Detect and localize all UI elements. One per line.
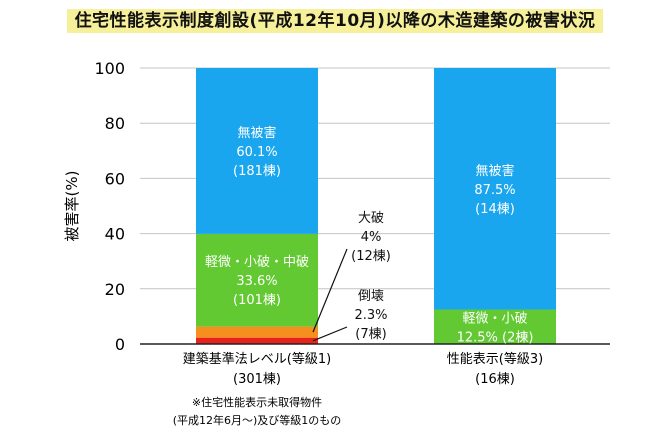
bar-segment — [196, 68, 318, 234]
footnote: ※住宅性能表示未取得物件 — [192, 395, 322, 409]
callout-leader-line — [312, 248, 348, 333]
bar-data-label: 無被害 — [475, 163, 514, 179]
bar-data-label: 12.5% (2棟) — [457, 330, 534, 345]
y-tick-label: 20 — [105, 280, 125, 299]
bars — [196, 68, 556, 344]
callout-label: 大破 — [358, 211, 384, 226]
bar-segment — [196, 337, 318, 344]
y-tick-label: 40 — [105, 225, 125, 244]
x-category-label: 性能表示(等級3) — [447, 351, 543, 367]
x-category-label: 建築基準法レベル(等級1) — [183, 351, 331, 367]
callout-label: 2.3% — [354, 308, 387, 323]
chart-title-text: 住宅性能表示制度創設(平成12年10月)以降の木造建築の被害状況 — [66, 9, 604, 33]
bar-data-label: 60.1% — [236, 145, 277, 160]
axes: 0 20 40 60 80 100 被害率(%) 建築基準法レベル(等級1) (301棟) 性能表… — [63, 59, 610, 387]
x-category-count: (301棟) — [233, 372, 281, 387]
x-category-count: (16棟) — [475, 372, 515, 387]
bar-data-label: (181棟) — [233, 164, 281, 179]
footnote: (平成12年6月～)及び等級1のもの — [173, 413, 342, 427]
y-tick-label: 0 — [115, 335, 125, 354]
labels: 無被害 60.1% (181棟) 軽微・小破・中破 33.6% (101棟) 無被害 87.5… — [173, 125, 534, 427]
y-axis-label: 被害率(%) — [63, 171, 81, 242]
callout-label: 4% — [361, 230, 382, 245]
y-tick-label: 100 — [94, 59, 125, 78]
bar-segment — [196, 326, 318, 338]
y-tick-label: 80 — [105, 114, 125, 133]
bar-segment — [196, 233, 318, 327]
bar-segment — [434, 309, 556, 344]
bar-data-label: 軽微・小破 — [462, 311, 527, 326]
bar-data-label: 軽微・小破・中破 — [205, 255, 309, 270]
bar-data-label: 無被害 — [237, 125, 276, 141]
bar-data-label: (14棟) — [475, 202, 515, 217]
bar-data-label: 87.5% — [474, 183, 515, 198]
callout-label: (12棟) — [351, 249, 391, 264]
y-tick-label: 60 — [105, 169, 125, 188]
bar-data-label: 33.6% — [236, 274, 277, 289]
callout-leader-line — [312, 326, 348, 342]
chart-title: 住宅性能表示制度創設(平成12年10月)以降の木造建築の被害状況 — [0, 6, 670, 33]
bar-data-label: (101棟) — [233, 293, 281, 308]
bar-segment — [434, 68, 556, 310]
callout-label: (7棟) — [355, 327, 386, 342]
callout-label: 倒壊 — [358, 289, 384, 304]
